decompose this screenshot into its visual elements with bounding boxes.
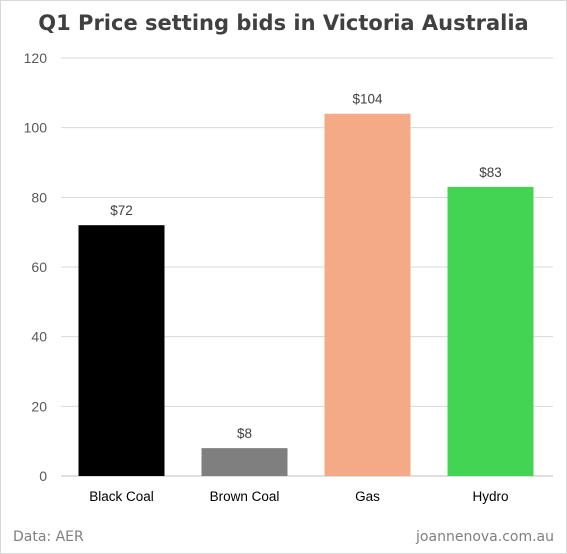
bar-hydro [447, 186, 534, 476]
data-label: $83 [479, 165, 502, 180]
category-label: Brown Coal [210, 489, 280, 504]
y-tick-label: 80 [31, 189, 47, 205]
site-credit: joannenova.com.au [416, 529, 554, 545]
category-label: Gas [355, 489, 380, 504]
bars [78, 113, 534, 476]
data-labels: $72 $8 $104 $83 [110, 92, 502, 441]
data-label: $104 [352, 92, 383, 107]
bar-black-coal [78, 225, 165, 476]
y-tick-label: 120 [24, 50, 48, 66]
data-source: Data: AER [13, 529, 84, 545]
bar-gas [324, 113, 411, 476]
y-tick-label: 20 [31, 398, 47, 414]
category-label: Hydro [472, 489, 508, 504]
y-tick-label: 100 [24, 120, 48, 136]
data-label: $72 [110, 203, 133, 218]
x-axis-categories: Black Coal Brown Coal Gas Hydro [89, 489, 508, 504]
y-tick-label: 0 [39, 468, 47, 484]
y-tick-label: 60 [31, 259, 47, 275]
y-axis-ticks: 0 20 40 60 80 100 120 [24, 50, 48, 484]
category-label: Black Coal [89, 489, 154, 504]
data-label: $8 [237, 426, 252, 441]
y-tick-label: 40 [31, 329, 47, 345]
chart-title: Q1 Price setting bids in Victoria Austra… [38, 11, 529, 35]
bar-brown-coal [201, 448, 288, 476]
